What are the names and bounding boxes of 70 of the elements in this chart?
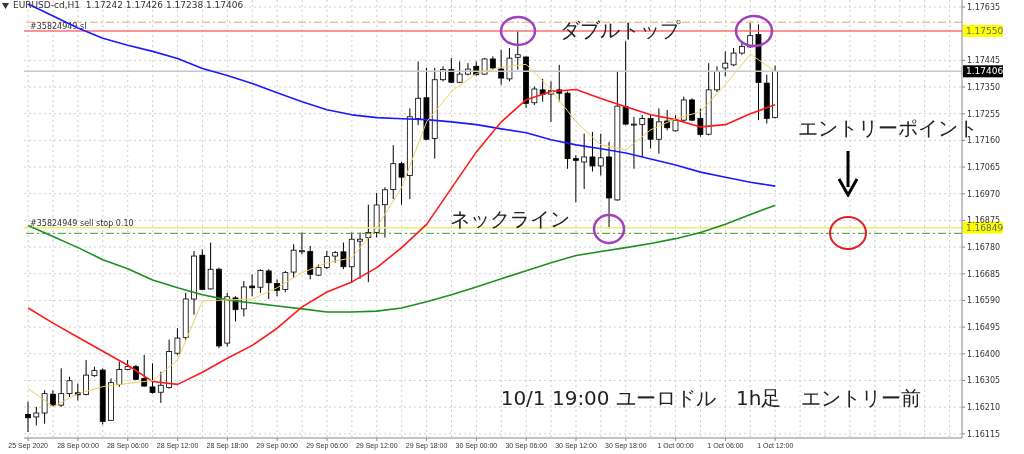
candlestick: [282, 270, 289, 293]
candlestick: [83, 359, 90, 396]
candlestick: [307, 245, 314, 280]
y-tick-label: 1.17255: [967, 109, 1001, 119]
chart-title: EURUSD-cd,H1 1.17242 1.17426 1.17238 1.17406: [13, 0, 244, 10]
y-tick-label: 1.17160: [967, 136, 1001, 146]
candlestick: [589, 131, 596, 173]
candlestick: [323, 250, 330, 270]
candlestick: [58, 367, 65, 408]
candlestick: [332, 250, 339, 264]
line-series: [27, 88, 777, 386]
candlestick: [448, 57, 455, 84]
ref-line-label: #35824949 sell stop 0.10: [30, 218, 134, 228]
y-tick-label: 1.16780: [967, 242, 1001, 252]
candlestick: [382, 186, 388, 239]
annotation: 1.16849: [966, 222, 1004, 233]
candlestick: [357, 231, 363, 280]
candlestick: [697, 107, 704, 138]
y-tick-label: 1.17445: [967, 56, 1001, 66]
candlestick: [290, 243, 297, 279]
y-tick-label: 1.16495: [967, 322, 1001, 332]
candlestick: [33, 406, 40, 426]
candlestick: [41, 389, 48, 425]
candlestick: [514, 30, 521, 71]
candlestick: [116, 361, 123, 388]
candlestick: [257, 268, 264, 294]
candlestick: [415, 60, 422, 126]
y-tick-label: 1.16305: [967, 376, 1001, 386]
candlestick: [714, 65, 720, 93]
y-tick-label: 1.17065: [967, 162, 1001, 172]
candlestick: [539, 78, 546, 103]
y-tick-label: 1.16685: [967, 269, 1001, 279]
candlestick: [25, 401, 31, 433]
y-tick-label: 1.16970: [967, 189, 1001, 199]
candlestick: [249, 273, 256, 297]
ref-line-label: #35824949 sl: [30, 21, 87, 31]
line-series: [27, 204, 777, 313]
y-tick-label: 1.17635: [967, 2, 1001, 12]
candlestick: [141, 354, 148, 388]
y-tick-label: 1.16400: [967, 349, 1001, 359]
candlestick: [572, 154, 579, 203]
annotation: 1.17550: [966, 25, 1004, 36]
candlestick: [631, 116, 637, 170]
candlestick: [299, 231, 305, 255]
candlestick: [66, 376, 73, 398]
annotation: ネックライン: [450, 205, 570, 233]
candlestick: [581, 133, 588, 190]
candlestick: [655, 107, 662, 155]
candlestick: [157, 371, 164, 404]
candlestick: [174, 327, 181, 356]
y-tick-label: 1.16210: [967, 402, 1001, 412]
candlestick: [149, 362, 156, 395]
candlestick: [340, 242, 347, 270]
annotation: 1.17406: [966, 66, 1004, 77]
candlestick: [639, 114, 646, 158]
candlestick: [498, 49, 505, 86]
candlestick: [506, 47, 513, 82]
candlestick: [265, 268, 272, 300]
candlestick: [622, 40, 629, 126]
y-tick-label: 1.16115: [967, 429, 1001, 439]
candlestick: [240, 280, 247, 317]
y-tick-label: 1.17350: [967, 82, 1001, 92]
candlestick: [597, 133, 604, 176]
candlestick: [647, 114, 654, 150]
annotation: ダブルトップ: [560, 16, 680, 44]
y-tick-label: 1.16590: [967, 296, 1001, 306]
candlestick: [398, 161, 405, 206]
candlestick: [722, 50, 729, 77]
annotation: 10/1 19:00 ユーロドル 1h足 エントリー前: [500, 384, 922, 412]
candlestick: [207, 242, 214, 290]
